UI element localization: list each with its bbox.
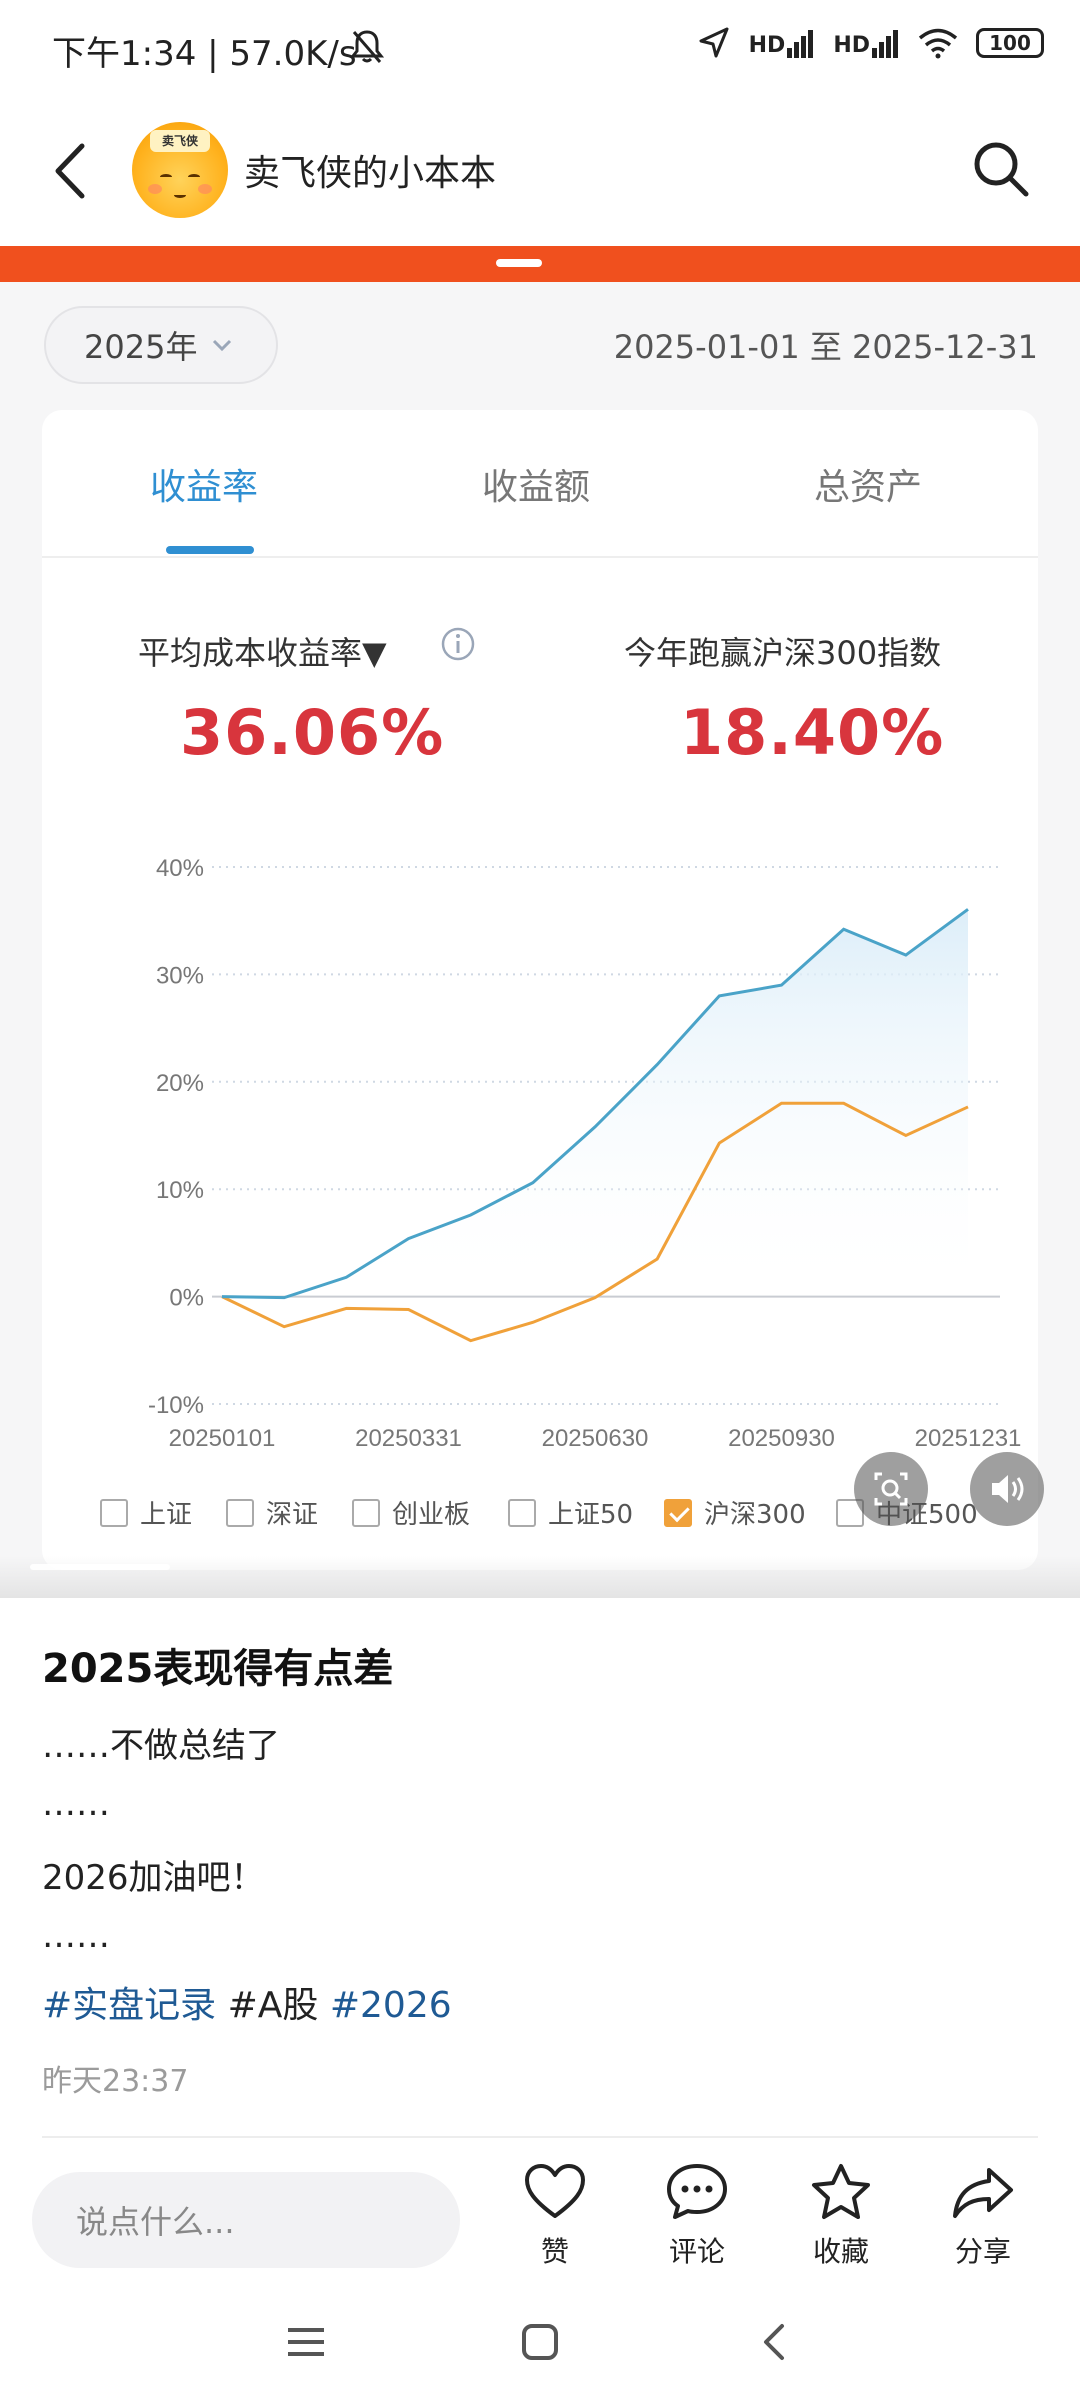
signal-1-icon: HD <box>749 28 816 58</box>
status-bar: 下午1:34 | 57.0K/s HD HD 100 <box>0 0 1080 96</box>
share-icon <box>953 2168 1013 2218</box>
nav-back-icon[interactable] <box>746 2312 806 2372</box>
home-icon[interactable] <box>510 2312 570 2372</box>
metric-left-label: 平均成本收益率▼ <box>138 634 387 672</box>
wifi-icon <box>918 28 958 59</box>
like-button[interactable]: 赞 <box>500 2162 610 2270</box>
y-tick-label: 20% <box>156 1070 204 1097</box>
year-selector-label: 2025年 <box>84 328 198 366</box>
tag-2026[interactable]: #2026 <box>329 1985 452 2026</box>
favorite-label: 收藏 <box>812 2235 869 2268</box>
y-tick-label: 0% <box>169 1285 204 1312</box>
post-title: 2025表现得有点差 <box>42 1646 394 1692</box>
y-tick-label: 30% <box>156 962 204 989</box>
signal-2-icon: HD <box>833 28 900 58</box>
star-icon <box>812 2164 870 2219</box>
image-bottom-fade <box>0 1556 1080 1598</box>
x-tick-label: 20250630 <box>542 1425 649 1452</box>
x-tick-label: 20250930 <box>728 1425 835 1452</box>
favorite-button[interactable]: 收藏 <box>786 2162 896 2270</box>
comment-label: 评论 <box>668 2235 725 2268</box>
tab-total-assets: 总资产 <box>814 467 923 508</box>
tab-indicator <box>166 546 254 554</box>
series-area <box>222 909 968 1298</box>
series-line-portfolio <box>221 908 969 1300</box>
y-tick-label: -10% <box>148 1392 204 1419</box>
back-icon[interactable] <box>44 136 104 206</box>
battery-icon: 100 <box>976 28 1044 58</box>
comment-icon <box>667 2164 727 2219</box>
y-tick-label: 40% <box>156 855 204 882</box>
app-header: 卖飞侠 卖飞侠的小本本 <box>0 96 1080 246</box>
tab-bar: 收益率 收益额 总资产 <box>42 410 1038 558</box>
legend-shenzhen: 深证 <box>226 1494 318 1531</box>
location-icon <box>699 27 729 58</box>
x-tick-label: 20250101 <box>169 1425 276 1452</box>
x-tick-label: 20251231 <box>915 1425 1022 1452</box>
post-line-3: 2026加油吧！ <box>42 1858 265 1898</box>
sound-button[interactable] <box>970 1452 1044 1526</box>
heart-icon <box>525 2164 585 2218</box>
image-progress-indicator <box>30 1564 170 1570</box>
avatar-crown: 卖飞侠 <box>150 130 210 152</box>
post-line-4: …… <box>42 1916 110 1956</box>
legend-checkbox <box>508 1498 536 1527</box>
tab-return-rate: 收益率 <box>150 467 259 508</box>
legend-checkbox <box>352 1498 380 1527</box>
image-top-bar <box>0 246 1080 282</box>
tag-a-shares[interactable]: #A股 <box>216 1985 330 2026</box>
date-range: 2025-01-01 至 2025-12-31 <box>613 328 1038 366</box>
share-button[interactable]: 分享 <box>928 2162 1038 2270</box>
chevron-down-icon <box>213 339 232 352</box>
share-label: 分享 <box>954 2235 1011 2268</box>
comment-button[interactable]: 评论 <box>642 2162 752 2270</box>
search-icon[interactable] <box>966 134 1036 204</box>
series-line-csi300 <box>221 1101 969 1343</box>
legend-checkbox <box>100 1498 128 1527</box>
post-line-2: …… <box>42 1784 110 1824</box>
post-image[interactable]: 2025年 2025-01-01 至 2025-12-31 收益率 收益额 总资… <box>0 246 1080 1598</box>
year-selector: 2025年 <box>44 306 278 384</box>
legend-chinext: 创业板 <box>352 1494 470 1531</box>
x-tick-label: 20250331 <box>355 1425 462 1452</box>
legend-sse50: 上证50 <box>508 1494 633 1531</box>
bell-off-icon <box>350 30 384 63</box>
legend-checkbox-checked <box>664 1498 692 1527</box>
legend-shanghai: 上证 <box>100 1494 192 1531</box>
author-name[interactable]: 卖飞侠的小本本 <box>244 153 497 194</box>
post-time: 昨天23:37 <box>42 2064 189 2099</box>
avatar[interactable]: 卖飞侠 <box>132 122 228 218</box>
comment-input[interactable]: 说点什么... <box>32 2172 460 2268</box>
legend-csi300: 沪深300 <box>664 1494 806 1531</box>
info-icon <box>441 627 475 661</box>
metric-right-label: 今年跑赢沪深300指数 <box>624 634 942 672</box>
status-time-speed: 下午1:34 | 57.0K/s <box>52 34 357 74</box>
system-nav-bar <box>0 2290 1080 2400</box>
post-line-1: ……不做总结了 <box>42 1726 280 1766</box>
post-tags: #实盘记录 #A股 #2026 <box>42 1976 452 2028</box>
drag-handle <box>496 259 542 267</box>
legend-checkbox <box>226 1498 254 1527</box>
returns-card: 收益率 收益额 总资产 平均成本收益率▼ 今年跑赢沪深300指数 36.06% … <box>42 410 1038 1570</box>
like-label: 赞 <box>540 2235 569 2268</box>
image-search-button[interactable] <box>854 1452 928 1526</box>
menu-icon[interactable] <box>276 2312 336 2372</box>
scan-search-icon <box>874 1472 908 1506</box>
metric-right-value: 18.40% <box>680 696 945 769</box>
returns-chart: 40% 30% 20% 10% 0% -10% 20250101 20250331 202506… <box>148 855 1022 1452</box>
metric-left-value: 36.06% <box>180 696 445 769</box>
status-icons: HD HD 100 <box>697 26 1044 60</box>
tag-real-trading[interactable]: #实盘记录 <box>42 1985 217 2026</box>
speaker-icon <box>992 1475 1024 1503</box>
y-tick-label: 10% <box>156 1177 204 1204</box>
divider <box>42 2136 1038 2138</box>
tab-return-amount: 收益额 <box>482 467 591 508</box>
